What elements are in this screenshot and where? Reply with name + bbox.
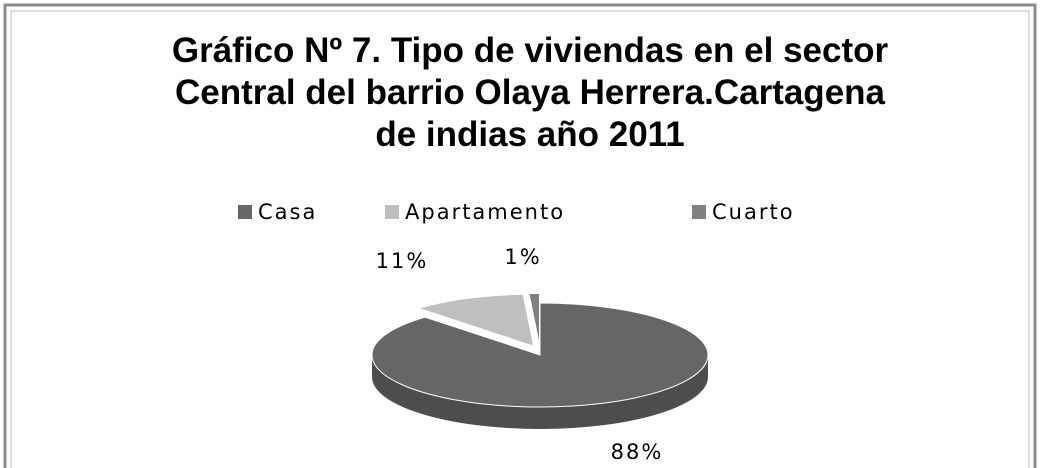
legend-label: Apartamento xyxy=(405,200,565,224)
legend-swatch xyxy=(385,205,399,219)
data-label: 11% xyxy=(376,249,429,273)
legend-swatch xyxy=(238,205,252,219)
data-label: 88% xyxy=(611,440,664,464)
legend-label: Casa xyxy=(258,200,317,224)
chart-frame xyxy=(3,3,1037,468)
pie-slice xyxy=(371,302,709,408)
data-label: 1% xyxy=(504,245,541,269)
pie-slice-side xyxy=(372,355,708,429)
chart-title: Gráfico Nº 7. Tipo de viviendas en el se… xyxy=(171,31,889,154)
legend-label: Cuarto xyxy=(712,200,795,224)
chart-frame-inner xyxy=(10,10,1030,468)
legend-swatch xyxy=(692,205,706,219)
pie-slice xyxy=(528,292,540,346)
pie-slice xyxy=(416,293,535,347)
